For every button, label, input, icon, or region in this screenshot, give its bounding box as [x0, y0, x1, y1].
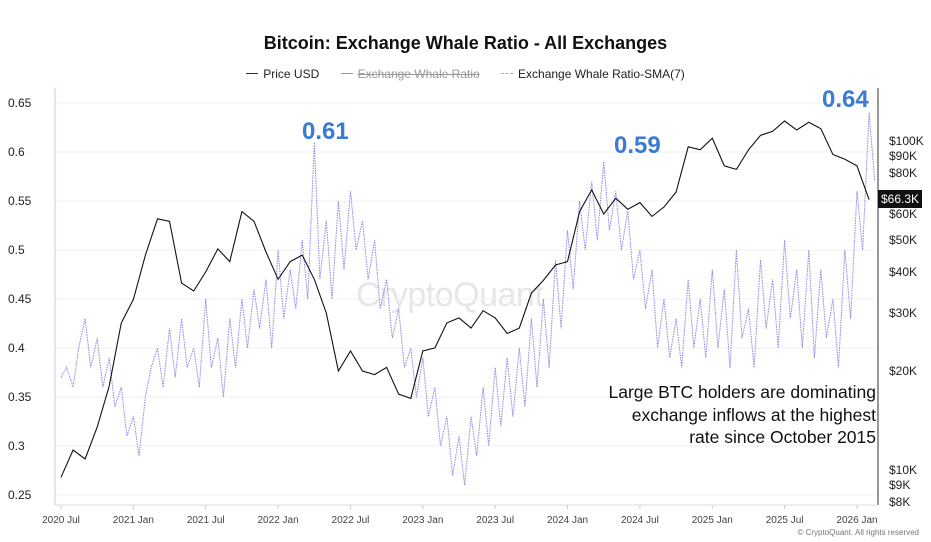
legend-item-sma[interactable]: Exchange Whale Ratio-SMA(7): [501, 67, 685, 81]
right-tick-label: $9K: [889, 478, 910, 492]
right-tick-label: $30K: [889, 306, 917, 320]
note-line: rate since October 2015: [689, 427, 876, 447]
whale-ratio-swatch-icon: [340, 73, 353, 74]
right-tick-label: $80K: [889, 166, 917, 180]
right-tick-label: $100K: [889, 134, 924, 148]
legend-item-price[interactable]: Price USD: [246, 67, 319, 81]
note-line: exchange inflows at the highest: [631, 404, 876, 425]
right-tick-label: $90K: [889, 149, 917, 163]
x-tick-label: 2023 Jan: [402, 515, 443, 526]
left-tick-label: 0.4: [8, 341, 25, 355]
copyright: © CryptoQuant. All rights reserved: [797, 528, 920, 537]
x-tick-label: 2020 Jul: [42, 515, 80, 526]
legend-label: Exchange Whale Ratio-SMA(7): [518, 66, 685, 81]
annotation-note: Large BTC holders are dominating exchang…: [608, 381, 876, 449]
chart-title: Bitcoin: Exchange Whale Ratio - All Exch…: [263, 33, 668, 53]
x-tick-label: 2021 Jul: [187, 515, 225, 526]
left-tick-label: 0.3: [8, 439, 25, 453]
note-line: Large BTC holders are dominating: [608, 382, 876, 402]
x-tick-label: 2025 Jan: [692, 515, 733, 526]
x-tick-label: 2023 Jul: [476, 515, 514, 526]
x-tick-label: 2021 Jan: [113, 515, 154, 526]
price-swatch-icon: [246, 73, 259, 74]
right-tick-label: $20K: [889, 364, 917, 378]
right-tick-label: $50K: [889, 233, 917, 247]
left-tick-label: 0.35: [8, 390, 32, 404]
x-tick-label: 2026 Jan: [836, 515, 877, 526]
annotation-0-61: 0.61: [302, 118, 349, 145]
annotation-0-59: 0.59: [614, 132, 661, 159]
sma-swatch-icon: [501, 73, 514, 74]
left-tick-label: 0.45: [8, 292, 32, 306]
left-tick-label: 0.55: [8, 194, 32, 208]
price-line: [60, 120, 870, 478]
right-tick-label: $10K: [889, 463, 917, 477]
x-tick-label: 2024 Jan: [547, 515, 588, 526]
x-tick-label: 2022 Jan: [258, 515, 299, 526]
annotation-0-64: 0.64: [822, 86, 869, 113]
sma-line: [60, 112, 876, 486]
right-tick-label: $60K: [889, 207, 917, 221]
right-tick-label: $40K: [889, 265, 917, 279]
x-tick-label: 2025 Jul: [766, 515, 804, 526]
x-tick-label: 2024 Jul: [621, 515, 659, 526]
legend-item-whale-ratio[interactable]: Exchange Whale Ratio: [340, 66, 480, 81]
right-tick-label: $8K: [889, 495, 910, 509]
x-tick-label: 2022 Jul: [332, 515, 370, 526]
left-tick-label: 0.5: [8, 243, 25, 257]
legend: Price USD Exchange Whale Ratio Exchange …: [0, 63, 931, 81]
legend-label: Exchange Whale Ratio: [357, 66, 480, 81]
left-tick-label: 0.25: [8, 488, 32, 502]
left-tick-label: 0.65: [8, 96, 32, 110]
legend-label: Price USD: [263, 66, 320, 81]
left-tick-label: 0.6: [8, 145, 25, 159]
current-price-label: $66.3K: [878, 190, 923, 208]
